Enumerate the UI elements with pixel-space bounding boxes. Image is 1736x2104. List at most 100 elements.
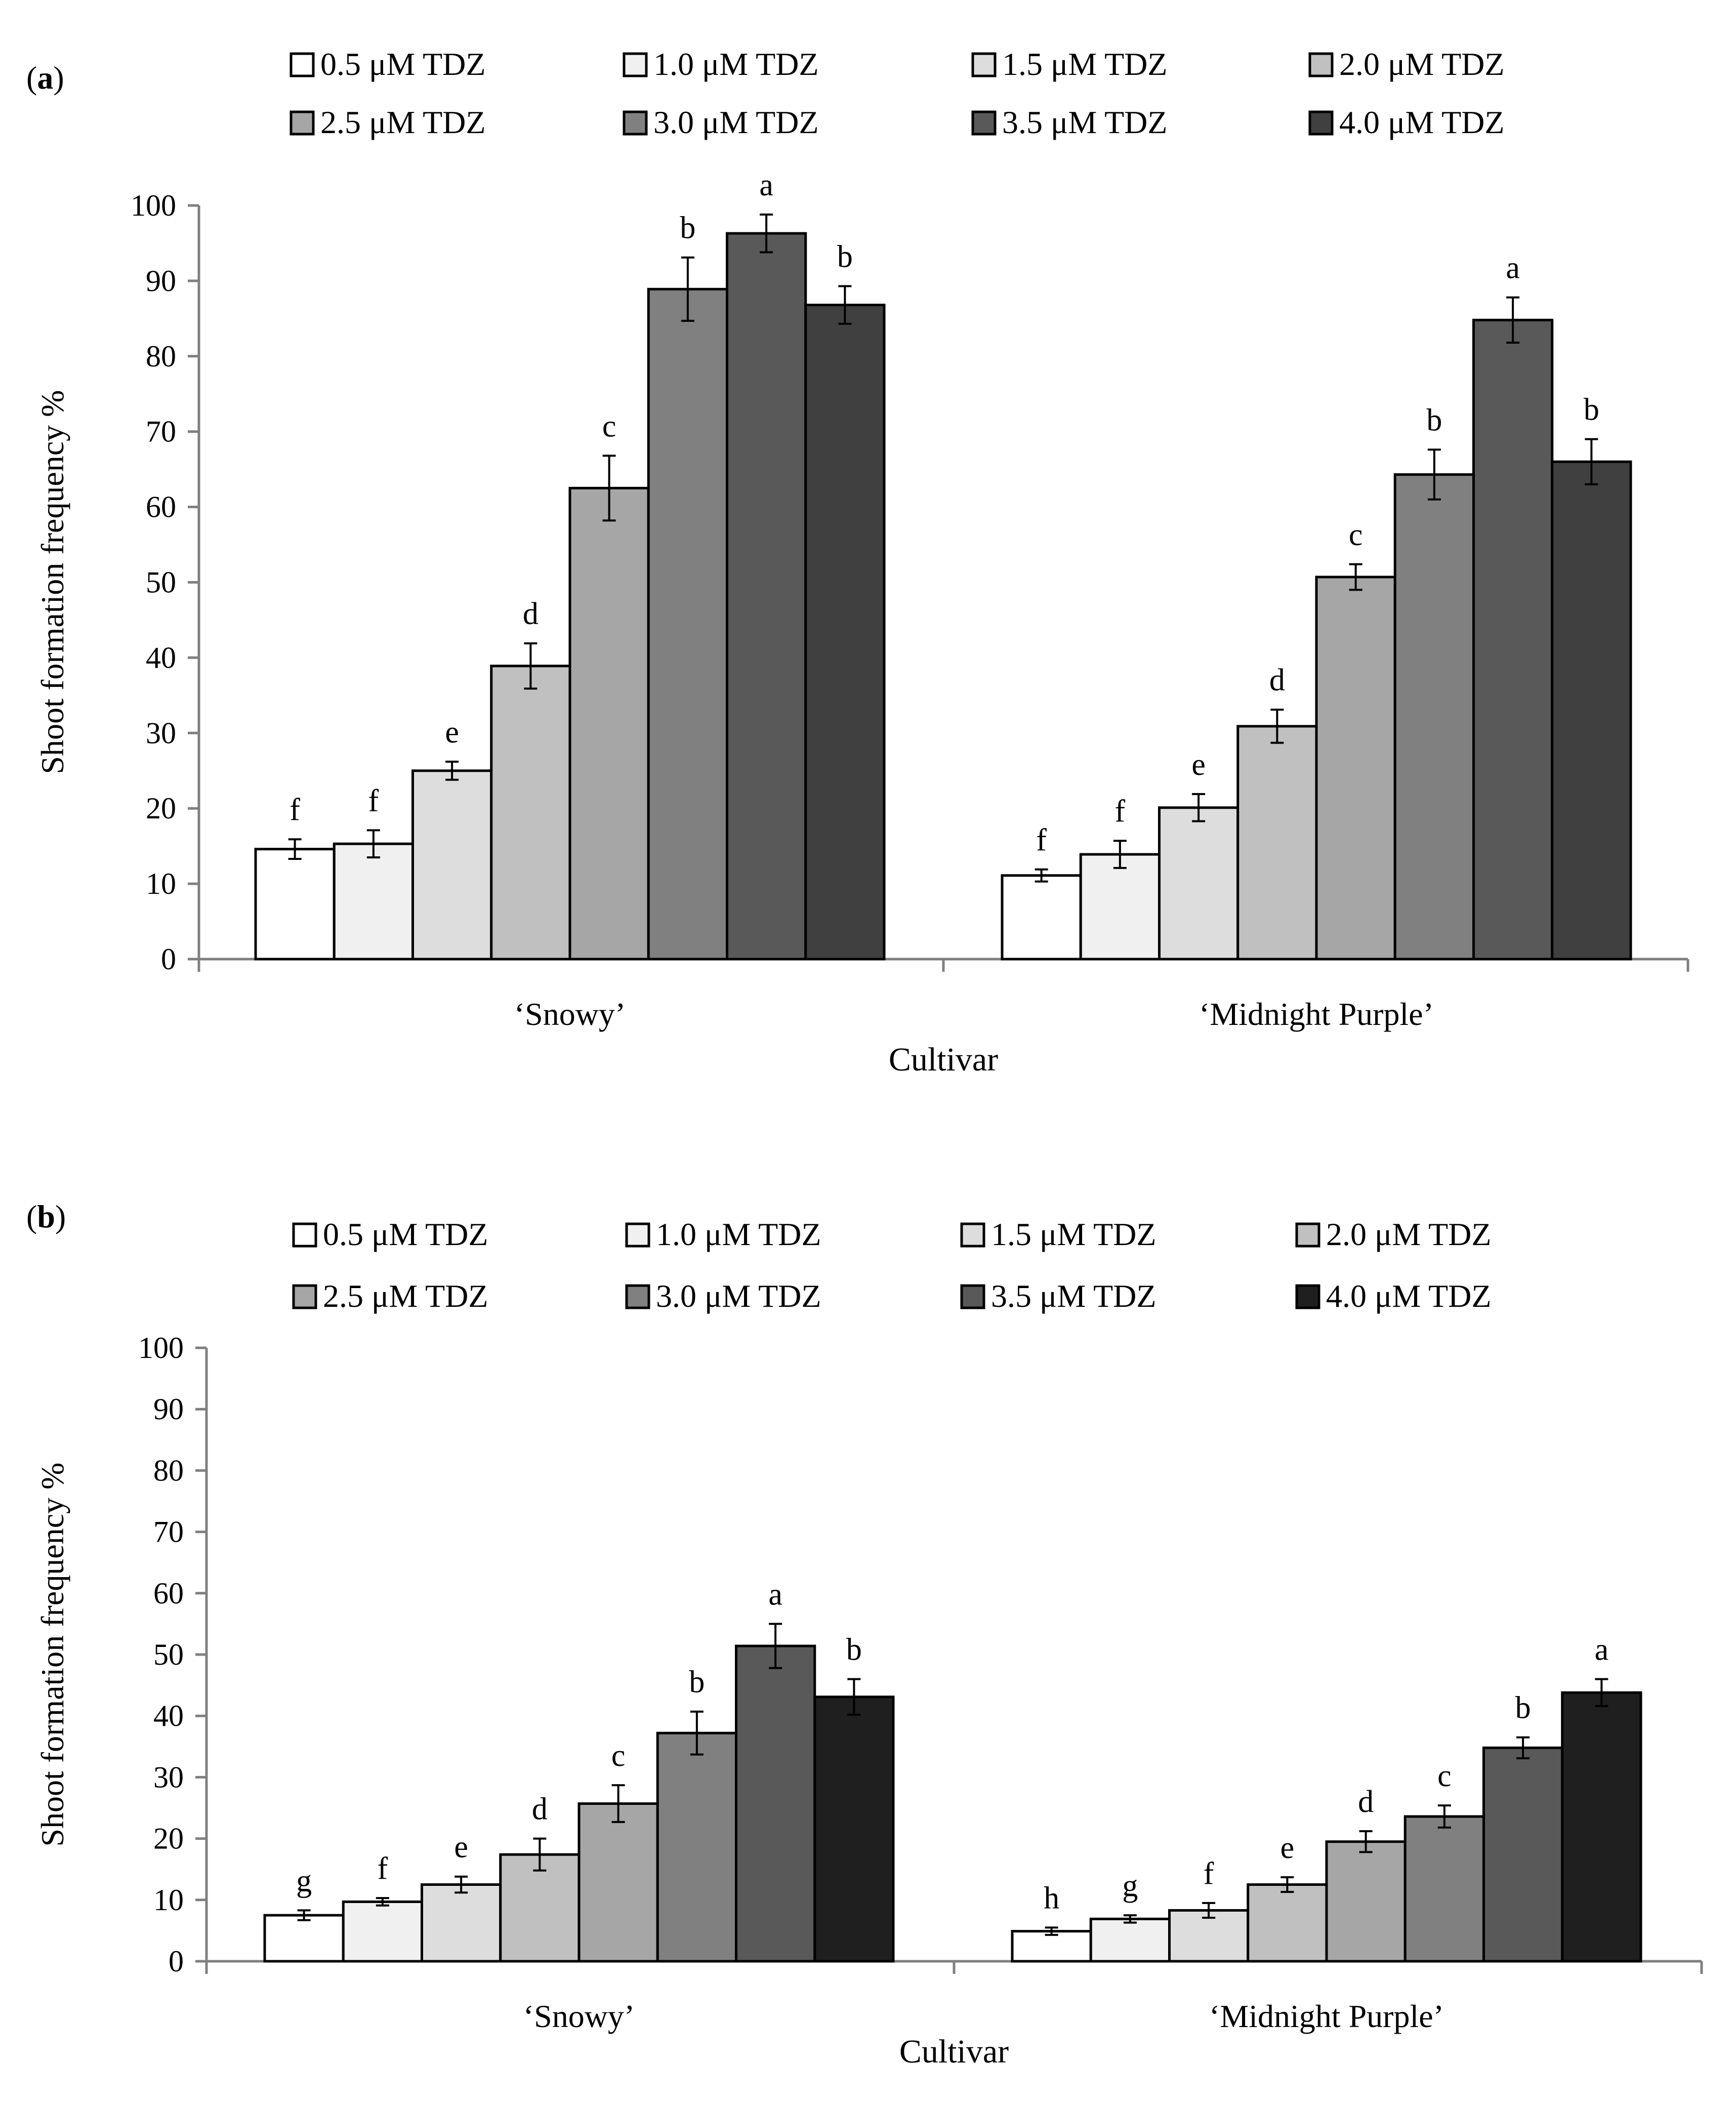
significance-letter: f — [368, 783, 379, 818]
y-tick-label: 30 — [153, 1760, 184, 1794]
y-tick-label: 20 — [153, 1822, 184, 1855]
legend-label: 2.5 μM TDZ — [320, 104, 485, 140]
legend-label: 3.0 μM TDZ — [656, 1278, 821, 1314]
significance-letter: b — [837, 239, 853, 274]
legend-swatch — [623, 110, 648, 136]
bar — [1393, 473, 1475, 961]
panel-label-letter: a — [37, 60, 53, 96]
significance-letter: d — [523, 597, 539, 631]
bar — [1403, 1815, 1485, 1963]
y-tick-label: 40 — [153, 1699, 184, 1732]
legend-label: 0.5 μM TDZ — [320, 46, 485, 82]
significance-letter: d — [1358, 1785, 1374, 1819]
legend-item: 2.5 μM TDZ — [290, 104, 485, 140]
significance-letter: e — [445, 715, 459, 750]
panel-label: (a) — [26, 60, 64, 96]
significance-letter: f — [378, 1851, 388, 1886]
significance-letter: b — [689, 1665, 705, 1700]
y-tick-label: 10 — [146, 867, 176, 900]
bar — [1247, 1883, 1328, 1963]
significance-letter: d — [1269, 663, 1285, 697]
significance-letter: c — [1437, 1759, 1452, 1793]
y-tick-label: 100 — [138, 1331, 184, 1365]
panel-b: (b) 0.5 μM TDZ 1.0 μM TDZ 1.5 μM TDZ 2.0 μM … — [26, 1199, 1703, 2070]
significance-letter: a — [1595, 1632, 1609, 1667]
y-tick-label: 70 — [146, 415, 176, 448]
legend-item: 3.0 μM TDZ — [623, 104, 818, 140]
bar — [726, 232, 807, 961]
legend-item: 3.5 μM TDZ — [971, 104, 1167, 140]
significance-letter: a — [759, 168, 773, 202]
bar — [254, 848, 336, 961]
significance-letter: c — [602, 409, 616, 443]
legend-label: 2.5 μM TDZ — [323, 1278, 488, 1314]
legend-item: 1.0 μM TDZ — [623, 46, 818, 82]
y-axis-title: Shoot formation frequency % — [34, 390, 70, 774]
legend-swatch — [1308, 110, 1334, 136]
y-tick-label: 50 — [146, 566, 176, 599]
y-tick-label: 50 — [153, 1638, 184, 1671]
y-tick-label: 20 — [146, 792, 176, 825]
significance-letter: f — [1115, 794, 1126, 829]
legend-label: 2.0 μM TDZ — [1339, 46, 1504, 82]
significance-letter: b — [846, 1632, 862, 1667]
bar — [735, 1644, 816, 1963]
x-axis-title: Cultivar — [899, 2033, 1009, 2070]
y-tick-label: 80 — [153, 1454, 184, 1487]
legend-swatch — [623, 52, 648, 77]
legend-item: 3.5 μM TDZ — [960, 1278, 1156, 1314]
significance-letter: h — [1044, 1881, 1059, 1915]
y-tick-label: 80 — [146, 340, 176, 373]
legend-swatch — [290, 110, 315, 136]
y-tick-label: 0 — [161, 942, 176, 976]
legend-swatch — [625, 1222, 650, 1248]
significance-letter: g — [296, 1864, 312, 1898]
legend-label: 3.5 μM TDZ — [991, 1278, 1156, 1314]
panel-label: (b) — [26, 1199, 66, 1234]
bar — [1325, 1840, 1407, 1963]
bar — [411, 769, 493, 961]
legend-swatch — [1308, 52, 1334, 77]
y-tick-label: 0 — [169, 1945, 184, 1978]
bar — [568, 486, 650, 961]
y-tick-label: 90 — [153, 1392, 184, 1426]
significance-letter: f — [1204, 1857, 1214, 1891]
legend-swatch — [292, 1284, 317, 1309]
significance-letter: f — [1036, 823, 1047, 857]
legend-label: 2.0 μM TDZ — [1326, 1216, 1491, 1252]
legend-swatch — [960, 1284, 985, 1309]
significance-letter: e — [454, 1830, 468, 1865]
legend-item: 2.0 μM TDZ — [1308, 46, 1504, 82]
legend-swatch — [292, 1222, 317, 1248]
legend-label: 4.0 μM TDZ — [1339, 104, 1504, 140]
legend-swatch — [971, 110, 997, 136]
legend-item: 0.5 μM TDZ — [290, 46, 485, 82]
legend-item: 1.5 μM TDZ — [971, 46, 1167, 82]
bar — [656, 1731, 737, 1963]
x-category-label: ‘Midnight Purple’ — [1199, 996, 1434, 1032]
significance-letter: f — [290, 793, 300, 827]
bar — [1472, 318, 1554, 961]
bar — [1561, 1691, 1642, 1963]
significance-letter: b — [680, 211, 695, 245]
legend-swatch — [960, 1222, 985, 1248]
x-category-label: ‘Midnight Purple’ — [1209, 1998, 1444, 2034]
legend-label: 0.5 μM TDZ — [323, 1216, 488, 1252]
bar — [577, 1802, 659, 1963]
bar — [263, 1914, 345, 1963]
significance-letter: g — [1122, 1869, 1138, 1903]
legend-item: 1.5 μM TDZ — [960, 1216, 1156, 1252]
legend-label: 1.0 μM TDZ — [653, 46, 818, 82]
legend-swatch — [1295, 1284, 1320, 1309]
bar — [1089, 1917, 1171, 1963]
x-category-label: ‘Snowy’ — [514, 996, 626, 1032]
bar — [1551, 460, 1632, 961]
bar — [342, 1900, 423, 1963]
bar — [1079, 853, 1161, 961]
legend-swatch — [1295, 1222, 1320, 1248]
bar — [1482, 1746, 1564, 1963]
legend-swatch — [625, 1284, 650, 1309]
significance-letter: c — [611, 1739, 626, 1773]
bar — [421, 1883, 502, 1963]
significance-letter: b — [1426, 403, 1442, 437]
